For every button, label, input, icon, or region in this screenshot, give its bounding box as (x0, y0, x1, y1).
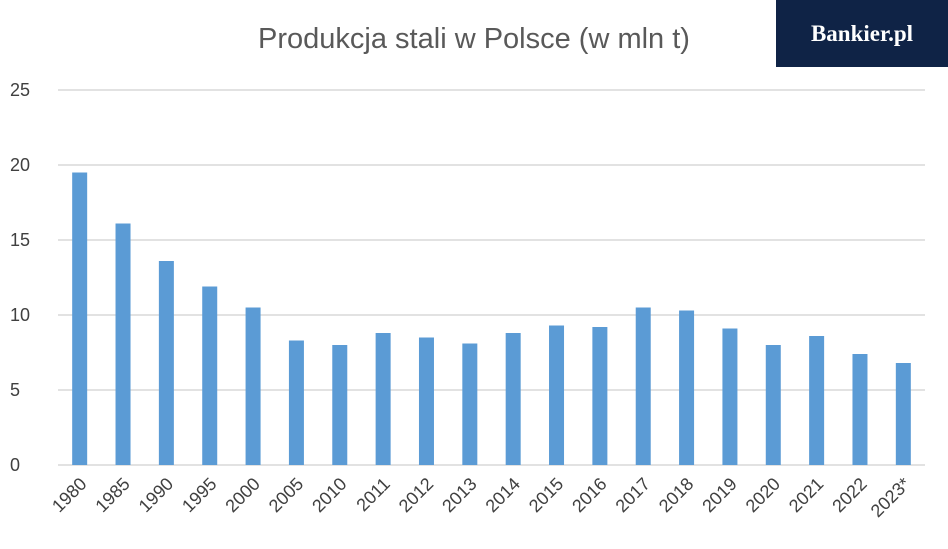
bar (375, 333, 391, 465)
bar (592, 327, 608, 465)
bar (288, 340, 304, 465)
y-tick-label: 15 (10, 230, 30, 250)
bar (245, 307, 261, 465)
bar (765, 345, 781, 465)
x-tick-label: 2018 (655, 474, 697, 516)
y-tick-label: 5 (10, 380, 20, 400)
x-tick-label: 2000 (221, 474, 263, 516)
x-tick-label: 2019 (698, 474, 740, 516)
x-tick-label: 2012 (395, 474, 437, 516)
x-tick-label: 1985 (91, 474, 133, 516)
x-tick-label: 2010 (308, 474, 350, 516)
x-tick-label: 2015 (525, 474, 567, 516)
bar (635, 307, 651, 465)
x-tick-label: 2011 (352, 474, 394, 516)
bar (679, 310, 695, 465)
x-tick-label: 2022 (828, 474, 870, 516)
x-tick-label: 1990 (135, 474, 177, 516)
y-tick-label: 20 (10, 155, 30, 175)
chart-title: Produkcja stali w Polsce (w mln t) (258, 23, 690, 55)
bar (332, 345, 348, 465)
bar (202, 286, 218, 465)
y-tick-label: 10 (10, 305, 30, 325)
x-tick-label: 2017 (612, 474, 654, 516)
bar (418, 337, 434, 465)
logo-box (776, 0, 948, 67)
bar (852, 354, 868, 465)
y-tick-label: 25 (10, 80, 30, 100)
bar (549, 325, 565, 465)
bar (72, 172, 88, 465)
bar (809, 336, 825, 465)
x-tick-label: 2020 (742, 474, 784, 516)
x-tick-label: 2013 (438, 474, 480, 516)
bar (722, 328, 738, 465)
x-tick-label: 1980 (48, 474, 90, 516)
x-tick-label: 2016 (568, 474, 610, 516)
logo: Bankier.pl (811, 21, 913, 46)
bar (505, 333, 521, 465)
bar (158, 261, 174, 465)
bar (895, 363, 911, 465)
x-tick-label: 2005 (265, 474, 307, 516)
x-tick-label: 2014 (482, 474, 524, 516)
x-tick-label: 1995 (178, 474, 220, 516)
x-tick-label: 2021 (785, 474, 827, 516)
x-tick-label: 2023* (867, 474, 914, 521)
bar (115, 223, 131, 465)
bar (462, 343, 478, 465)
y-tick-label: 0 (10, 455, 20, 475)
